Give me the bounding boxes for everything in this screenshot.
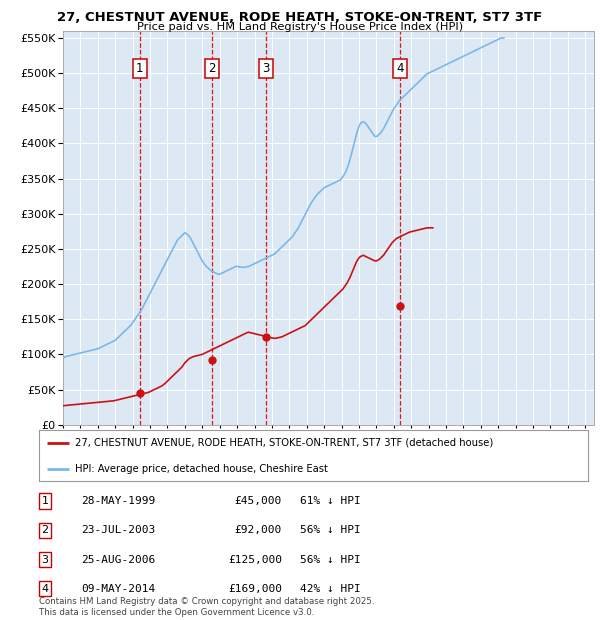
Text: £125,000: £125,000 (228, 554, 282, 565)
Text: 3: 3 (262, 62, 269, 75)
Text: 56% ↓ HPI: 56% ↓ HPI (300, 554, 361, 565)
Text: 2: 2 (208, 62, 216, 75)
Text: 56% ↓ HPI: 56% ↓ HPI (300, 525, 361, 536)
Text: 28-MAY-1999: 28-MAY-1999 (81, 496, 155, 507)
Text: 27, CHESTNUT AVENUE, RODE HEATH, STOKE-ON-TRENT, ST7 3TF (detached house): 27, CHESTNUT AVENUE, RODE HEATH, STOKE-O… (74, 438, 493, 448)
Text: 4: 4 (41, 583, 49, 594)
Text: 61% ↓ HPI: 61% ↓ HPI (300, 496, 361, 507)
Text: 4: 4 (397, 62, 404, 75)
Text: 1: 1 (41, 496, 49, 507)
Text: 09-MAY-2014: 09-MAY-2014 (81, 583, 155, 594)
Text: HPI: Average price, detached house, Cheshire East: HPI: Average price, detached house, Ches… (74, 464, 328, 474)
Text: 25-AUG-2006: 25-AUG-2006 (81, 554, 155, 565)
Text: £92,000: £92,000 (235, 525, 282, 536)
Text: 1: 1 (136, 62, 143, 75)
Text: £45,000: £45,000 (235, 496, 282, 507)
Text: 42% ↓ HPI: 42% ↓ HPI (300, 583, 361, 594)
Text: Contains HM Land Registry data © Crown copyright and database right 2025.
This d: Contains HM Land Registry data © Crown c… (39, 598, 374, 617)
Text: £169,000: £169,000 (228, 583, 282, 594)
Text: 2: 2 (41, 525, 49, 536)
Text: 27, CHESTNUT AVENUE, RODE HEATH, STOKE-ON-TRENT, ST7 3TF: 27, CHESTNUT AVENUE, RODE HEATH, STOKE-O… (58, 11, 542, 24)
Text: 23-JUL-2003: 23-JUL-2003 (81, 525, 155, 536)
Text: Price paid vs. HM Land Registry's House Price Index (HPI): Price paid vs. HM Land Registry's House … (137, 22, 463, 32)
Text: 3: 3 (41, 554, 49, 565)
